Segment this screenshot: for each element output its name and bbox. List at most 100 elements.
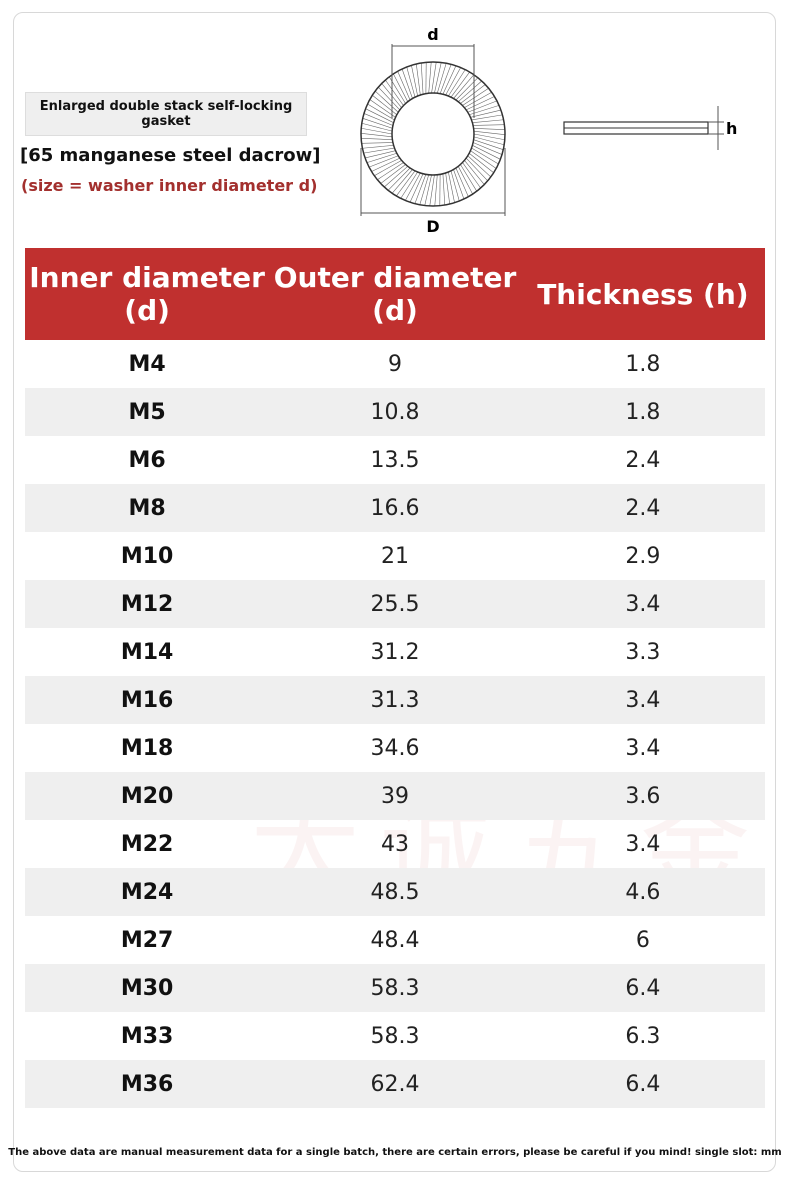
cell: M27 [120,927,174,953]
ridge [367,103,395,121]
ridge [411,65,418,97]
card [13,12,776,1172]
ridge [458,80,482,102]
ridge [457,166,473,195]
ridge [467,100,498,113]
ridge [377,162,404,180]
ridge [462,162,481,189]
ridge [473,124,505,126]
cell: 13.5 [370,447,420,473]
cell: 58.3 [370,1023,420,1049]
table-row: M27 48.4 6 [25,916,765,964]
cell: M6 [128,447,166,473]
ridge [473,133,505,141]
product-label: Enlarged double stack self-locking gaske… [25,92,307,136]
cell: M4 [128,351,166,377]
ridges [360,61,506,207]
cell: M30 [25,964,270,1012]
cell: M5 [25,388,270,436]
cell: 39 [269,772,521,820]
column-header: Outer diameter (d) [269,248,521,340]
cell: 4.6 [520,868,765,916]
column-header: Thickness (h) [520,248,765,340]
table-row: M5 10.8 1.8 [25,388,765,436]
ridge [365,150,396,159]
cell: M16 [25,676,270,724]
ridge [436,63,447,94]
cell: 2.9 [625,543,661,569]
table-row: M20 39 3.6 [25,772,765,820]
table-body: M4 9 1.8 M5 10.8 1.8 M6 13.5 2.4 M8 16.6 2.4 M10 21 2.… [25,340,765,1108]
ridge [365,108,394,123]
ridge [464,160,485,185]
cell: 6.4 [520,964,765,1012]
ridge [400,171,418,199]
ridge [371,157,400,172]
ridge [419,174,430,205]
ridge [469,153,494,174]
ridge [464,92,492,108]
ridge [473,130,506,136]
ridge [465,157,488,182]
cell: 3.4 [625,735,661,761]
ridge [455,77,479,101]
ridge [450,71,470,98]
ridge [470,109,501,118]
ridge [455,167,469,197]
table-row: M24 48.5 4.6 [25,868,765,916]
table-row: M6 13.5 2.4 [25,436,765,484]
ridge [397,71,411,101]
ridge [424,174,432,206]
ridge [361,122,393,132]
ridge [374,90,399,113]
ridge [361,142,393,144]
cell: 1.8 [520,388,765,436]
cell: 3.4 [625,831,661,857]
header-row: Inner diameter (d) Outer diameter (d) Thic… [25,248,765,340]
ridge [380,164,406,184]
outer-circle [360,61,506,207]
table-row: M14 31.2 3.3 [25,628,765,676]
table-row: M30 58.3 6.4 [25,964,765,1012]
ridge [361,127,393,135]
table-row: M4 9 1.8 [25,340,765,388]
cell: 48.4 [370,927,420,953]
table-row: M33 58.3 6.3 [25,1012,765,1060]
ridge [471,147,499,165]
cell: M22 [120,831,174,857]
ridge [460,84,486,104]
cell: 6.4 [520,1060,765,1108]
ridge [428,61,432,94]
ridge [472,145,501,160]
ridge [384,166,408,188]
cell: 10.8 [269,388,521,436]
cell: 34.6 [370,735,420,761]
ridge [471,114,503,121]
ridge [369,99,396,118]
cell: 6 [635,927,650,953]
ridge [453,169,465,200]
ridge [442,173,446,206]
ridge [448,171,455,203]
ridge [448,69,466,97]
ridge [409,173,424,203]
cell: M33 [120,1023,174,1049]
cell: 1.8 [625,351,661,377]
ridge [473,139,504,150]
cell: 31.2 [370,639,420,665]
ridge [472,119,504,123]
ridge [434,62,442,94]
table-row: M22 43 3.4 [25,820,765,868]
ridge [431,62,437,94]
cell: 58.3 [269,964,521,1012]
ridge [378,86,401,111]
table-row: M10 21 2.9 [25,532,765,580]
cell: 3.4 [520,580,765,628]
ridge [372,94,397,115]
ridge [415,63,421,96]
table-row: M36 62.4 6.4 [25,1060,765,1108]
ridge [366,152,397,163]
ridge [393,73,409,102]
cell: 16.6 [269,484,521,532]
